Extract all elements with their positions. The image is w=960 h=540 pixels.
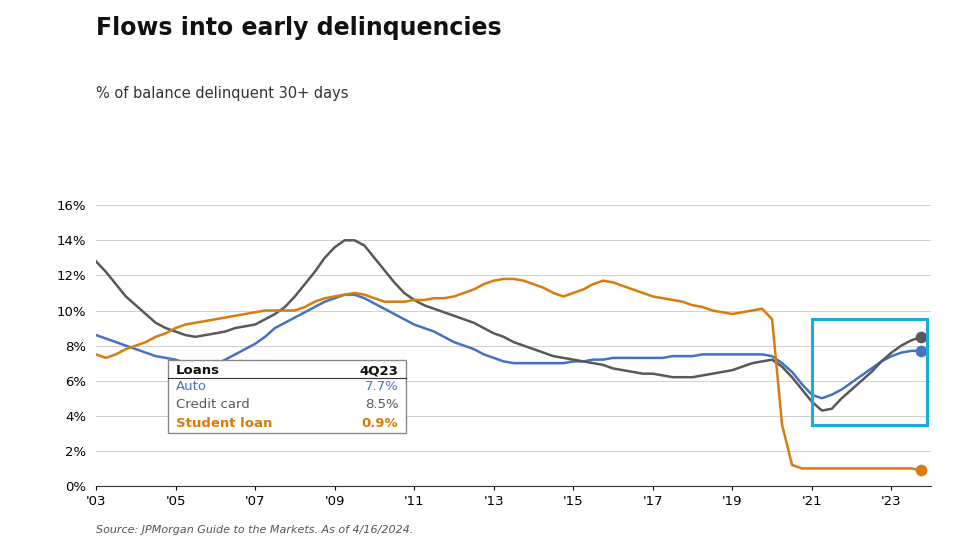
Text: Auto: Auto: [176, 380, 206, 393]
Text: % of balance delinquent 30+ days: % of balance delinquent 30+ days: [96, 86, 348, 102]
Text: 0.9%: 0.9%: [362, 417, 398, 430]
Point: [914, 333, 929, 341]
Text: Source: JPMorgan Guide to the Markets. As of 4/16/2024.: Source: JPMorgan Guide to the Markets. A…: [96, 524, 414, 535]
Text: Student loan: Student loan: [176, 417, 272, 430]
Text: 4Q23: 4Q23: [359, 364, 398, 377]
Text: 7.7%: 7.7%: [365, 380, 398, 393]
Point: [914, 347, 929, 355]
Bar: [812, 319, 927, 424]
Text: Loans: Loans: [176, 364, 220, 377]
Bar: [168, 360, 406, 433]
Point: [914, 466, 929, 475]
Text: Flows into early delinquencies: Flows into early delinquencies: [96, 16, 502, 40]
Text: 8.5%: 8.5%: [365, 399, 398, 411]
Text: Credit card: Credit card: [176, 399, 250, 411]
